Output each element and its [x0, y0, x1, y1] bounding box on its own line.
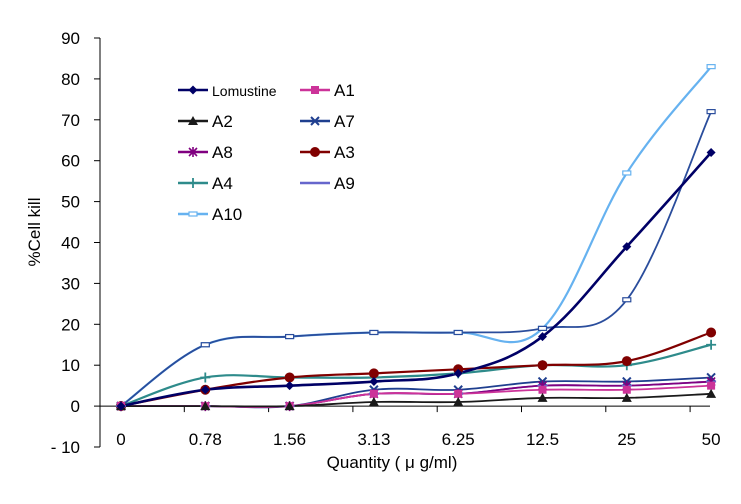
y-tick-label: 40 — [61, 234, 80, 253]
data-point-lomustine — [200, 385, 210, 395]
legend-marker — [188, 85, 198, 95]
y-tick-label: 80 — [61, 70, 80, 89]
legend-item-a4: A4 — [178, 174, 233, 193]
data-point-a1 — [369, 389, 378, 398]
series-markers — [116, 64, 717, 412]
legend: Lomustine A1 A2 A7 A8 A3 A4 A9 A10 — [178, 81, 355, 224]
legend-marker — [188, 116, 198, 125]
legend-item-a10: A10 — [178, 205, 242, 224]
data-point-lomustine — [116, 401, 126, 411]
data-point-a2 — [706, 388, 717, 398]
data-point-a1 — [454, 389, 463, 398]
x-tick-label: 1.56 — [273, 430, 306, 449]
series-line-a2 — [121, 392, 712, 408]
data-point-lomustine — [369, 377, 379, 387]
legend-label: A2 — [212, 112, 233, 131]
data-point-lomustine — [453, 368, 463, 378]
data-point-unlabeled — [706, 109, 716, 115]
legend-item-lomustine: Lomustine — [178, 83, 277, 99]
x-tick-label: 0 — [116, 430, 125, 449]
data-point-unlabeled — [200, 342, 210, 348]
data-point-unlabeled — [369, 329, 379, 336]
series-line-unlabeled — [120, 111, 712, 407]
x-tick-label: 6.25 — [442, 430, 475, 449]
legend-label: Lomustine — [212, 83, 277, 99]
data-point-a3 — [537, 360, 548, 371]
legend-label: A7 — [334, 112, 355, 131]
data-point-a3 — [284, 372, 295, 383]
data-point-a2 — [200, 401, 211, 411]
y-axis-title: %Cell kill — [25, 198, 44, 267]
x-tick-label: 0.78 — [189, 430, 222, 449]
data-point-a3 — [368, 368, 379, 379]
series-lines — [120, 65, 713, 409]
y-axis: 90 80 70 60 50 40 30 20 10 0 - 10 — [51, 29, 101, 457]
legend-item-a2: A2 — [178, 112, 233, 131]
x-axis: 0 0.78 1.56 3.13 6.25 12.5 25 50 — [99, 405, 721, 449]
series-line-a10 — [120, 65, 712, 407]
data-point-lomustine — [538, 332, 547, 342]
data-point-lomustine — [622, 242, 632, 252]
legend-item-a1: A1 — [300, 81, 355, 100]
legend-item-a3: A3 — [300, 143, 355, 162]
y-tick-label: 0 — [71, 397, 80, 416]
data-point-a2 — [368, 397, 379, 407]
legend-label: A4 — [212, 174, 233, 193]
y-tick-label: 30 — [61, 274, 80, 293]
data-point-unlabeled — [537, 325, 548, 331]
legend-marker — [188, 147, 198, 157]
y-tick-label: - 10 — [51, 438, 80, 457]
data-point-unlabeled — [285, 333, 295, 340]
x-tick-label: 3.13 — [357, 430, 390, 449]
data-point-a2 — [621, 392, 632, 402]
legend-item-a8: A8 — [178, 143, 233, 162]
data-point-unlabeled — [453, 329, 463, 336]
data-point-a1 — [538, 385, 547, 394]
data-point-lomustine — [706, 148, 716, 158]
legend-label: A10 — [212, 205, 242, 224]
legend-marker — [310, 116, 320, 126]
x-tick-label: 12.5 — [526, 430, 559, 449]
y-tick-label: 50 — [61, 193, 80, 212]
legend-item-a7: A7 — [300, 112, 355, 131]
x-tick-label: 25 — [617, 430, 636, 449]
x-tick-label: 50 — [702, 430, 721, 449]
legend-item-a9: A9 — [300, 174, 355, 193]
data-point-a2 — [537, 392, 548, 402]
legend-label: A9 — [334, 174, 355, 193]
y-tick-label: 20 — [61, 315, 80, 334]
data-point-a1 — [622, 385, 631, 394]
data-point-a3 — [621, 356, 632, 367]
x-axis-title: Quantity ( μ g/ml) — [327, 453, 458, 472]
legend-label: A3 — [334, 143, 355, 162]
y-tick-label: 70 — [61, 111, 80, 130]
legend-marker — [188, 178, 198, 188]
y-tick-label: 10 — [61, 356, 80, 375]
legend-label: A1 — [334, 81, 355, 100]
data-point-a1 — [707, 381, 716, 390]
data-point-unlabeled — [622, 297, 632, 303]
data-point-a2 — [453, 397, 464, 407]
data-point-lomustine — [285, 381, 295, 391]
data-point-a2 — [284, 401, 295, 411]
legend-marker — [311, 86, 319, 94]
data-point-a10 — [706, 64, 716, 70]
legend-marker — [310, 147, 320, 157]
data-point-a3 — [706, 327, 717, 338]
series-line-lomustine — [120, 151, 713, 408]
series-line-a4 — [120, 343, 712, 408]
y-tick-label: 90 — [61, 29, 80, 48]
legend-marker — [188, 211, 198, 217]
legend-label: A8 — [212, 143, 233, 162]
data-point-a10 — [622, 170, 632, 176]
y-tick-label: 60 — [61, 152, 80, 171]
data-point-a4 — [200, 372, 211, 383]
data-point-a4 — [706, 339, 717, 350]
